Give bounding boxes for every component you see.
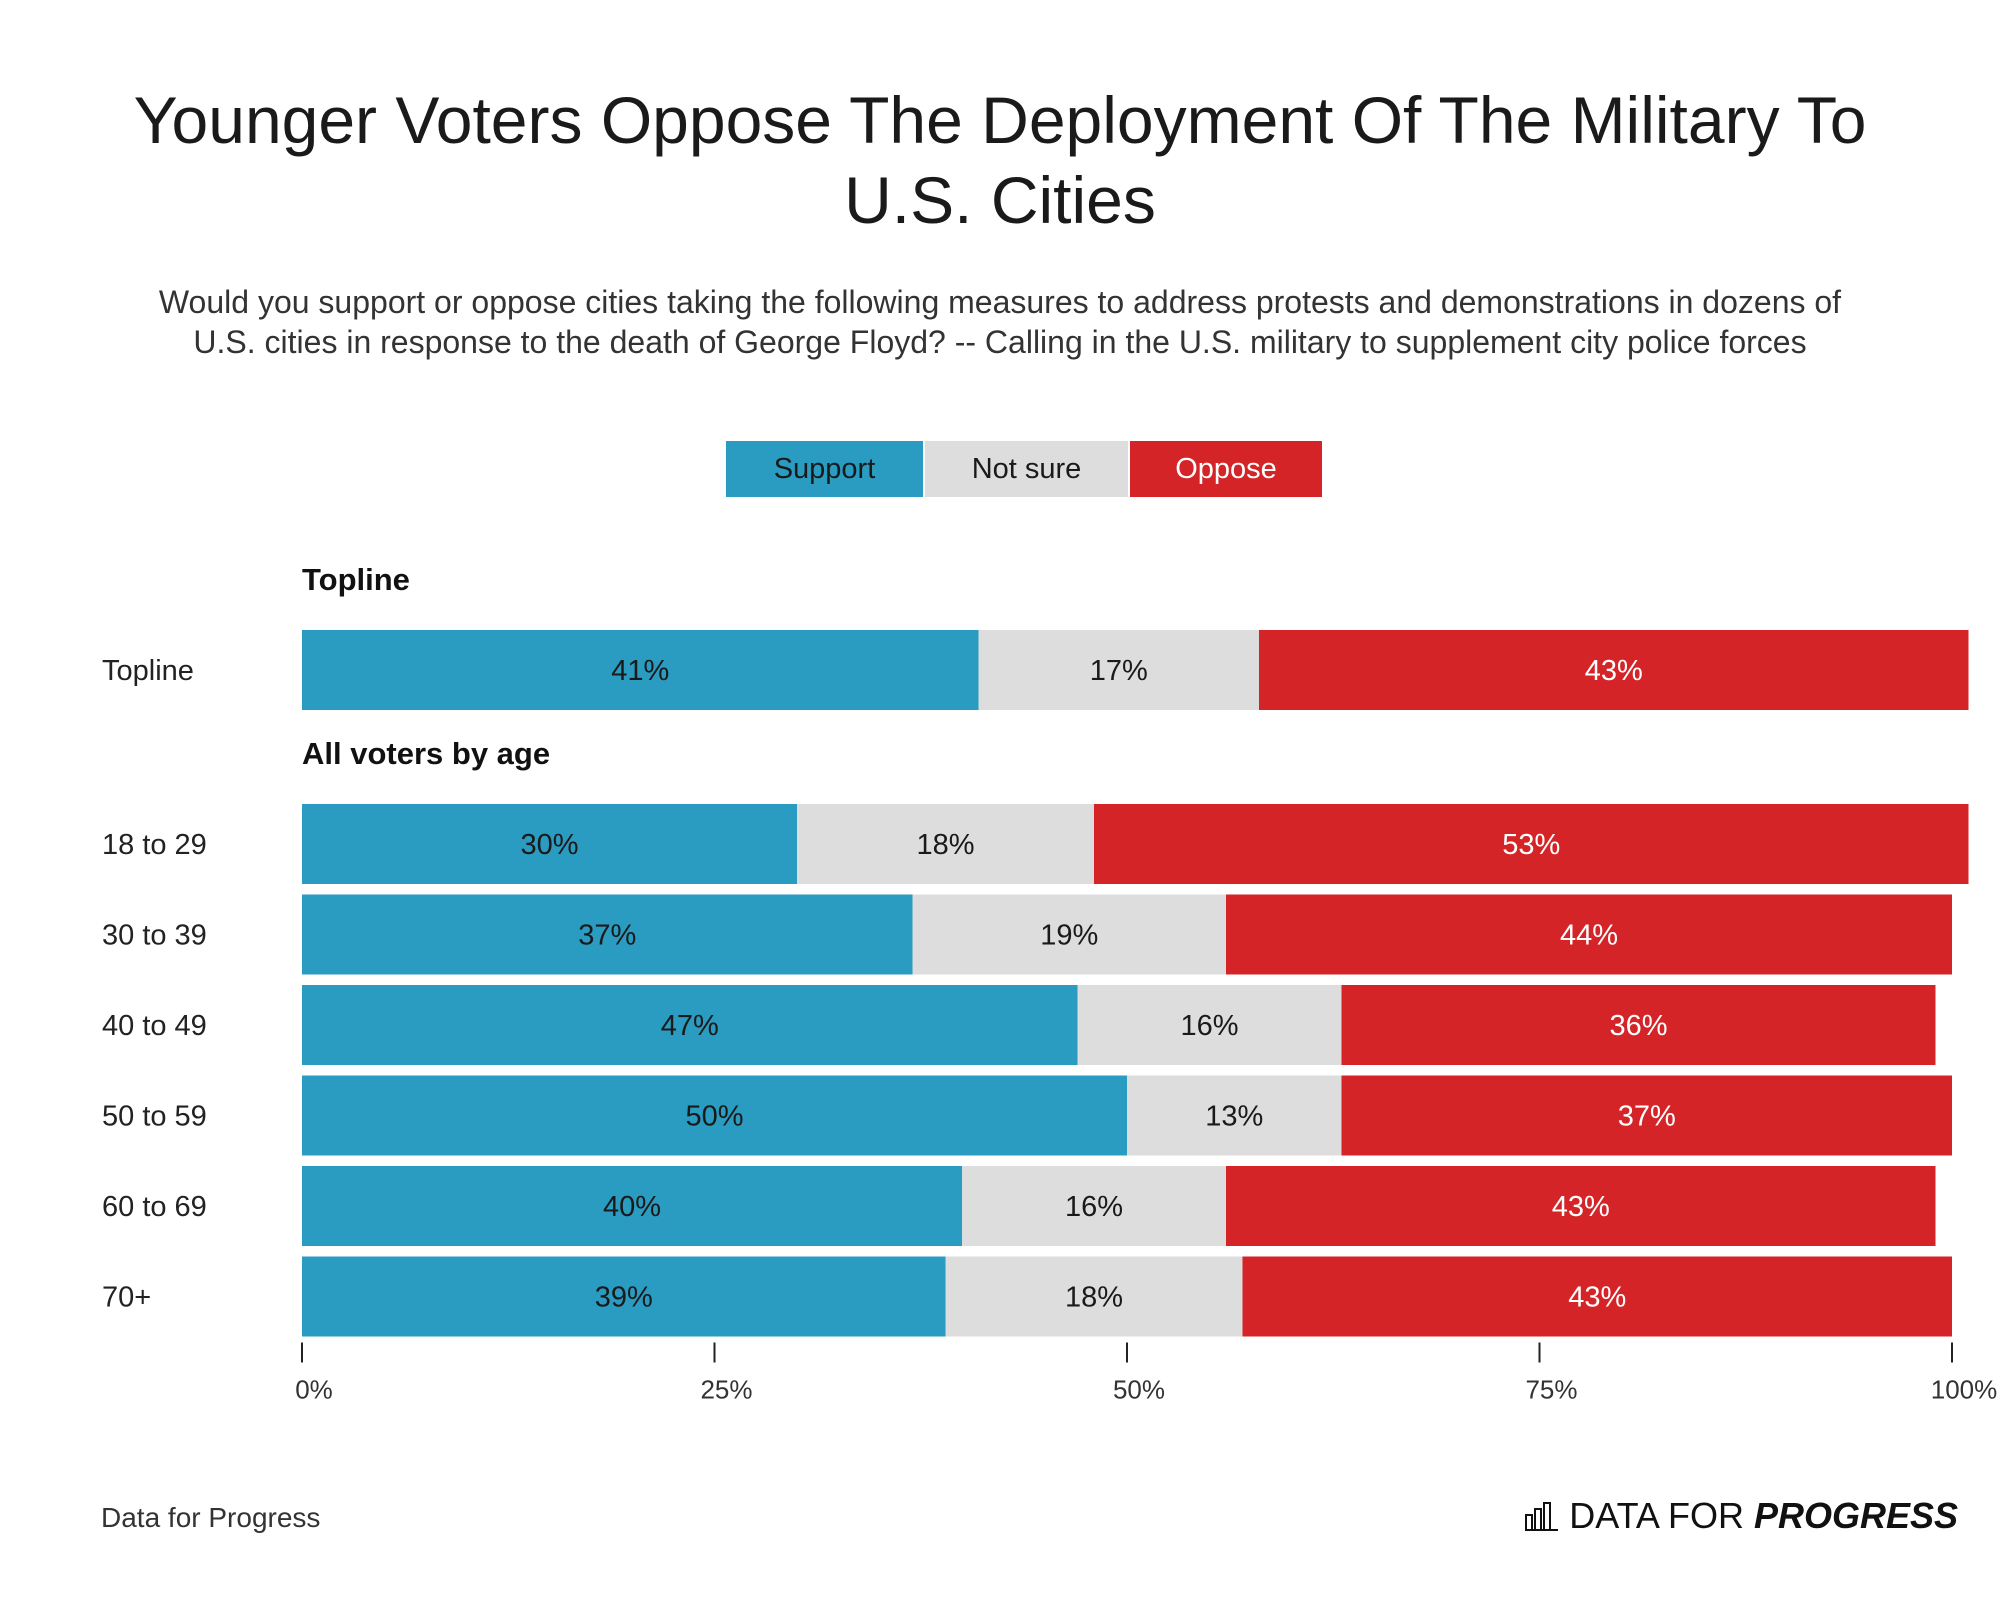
bar-not-sure: [1077, 985, 1342, 1065]
data-label-oppose: 37%: [1618, 1101, 1676, 1133]
data-label-not-sure: 18%: [916, 829, 974, 861]
bar-oppose: [1242, 1256, 1952, 1337]
data-label-support: 47%: [661, 1010, 719, 1042]
x-tick-label: 75%: [1525, 1375, 1577, 1405]
data-label-oppose: 53%: [1502, 829, 1560, 861]
data-label-support: 37%: [578, 920, 636, 952]
bar-not-sure: [978, 630, 1259, 710]
chart-subtitle: Would you support or oppose cities takin…: [158, 284, 1842, 360]
data-label-oppose: 36%: [1609, 1010, 1667, 1042]
row-label: 40 to 49: [102, 1010, 207, 1042]
brand-text-bold: PROGRESS: [1753, 1495, 1958, 1536]
legend-support: Support: [726, 441, 923, 497]
data-label-oppose: 43%: [1585, 655, 1643, 687]
brand-text-light: DATA FOR: [1569, 1495, 1744, 1536]
x-tick-label: 25%: [700, 1375, 752, 1405]
data-label-oppose: 43%: [1568, 1282, 1626, 1314]
row-label: 70+: [102, 1282, 151, 1314]
row-label: 18 to 29: [102, 829, 207, 861]
bar-support: [302, 630, 979, 710]
row-label: 60 to 69: [102, 1191, 207, 1223]
legend-oppose: Oppose: [1130, 441, 1322, 497]
data-label-not-sure: 16%: [1180, 1010, 1238, 1042]
stacked-bar-chart: Topline Topline 41% 17% 43% All voters by age…: [102, 562, 1998, 1405]
data-label-support: 40%: [603, 1191, 661, 1223]
bar-not-sure: [1127, 1075, 1342, 1156]
data-label-not-sure: 13%: [1205, 1101, 1263, 1133]
data-label-oppose: 44%: [1560, 920, 1618, 952]
row-label: Topline: [102, 655, 194, 687]
source-note: Data for Progress: [101, 1502, 321, 1533]
brand-logo: DATA FOR PROGRESS: [1525, 1495, 1958, 1537]
group-heading-0: Topline: [302, 562, 410, 597]
group-heading-1: All voters by age: [302, 736, 550, 771]
bar-oppose: [1226, 894, 1952, 975]
data-label-not-sure: 16%: [1065, 1191, 1123, 1223]
bar-not-sure: [797, 804, 1094, 884]
bar-not-sure: [962, 1166, 1226, 1246]
row-label: 30 to 39: [102, 920, 207, 952]
x-tick-label: 100%: [1931, 1375, 1998, 1405]
bar-oppose: [1094, 804, 1969, 884]
bar-support: [302, 1166, 962, 1246]
bar-support: [302, 985, 1078, 1065]
bar-oppose: [1259, 630, 1969, 710]
bar-not-sure: [945, 1256, 1243, 1337]
data-label-not-sure: 19%: [1040, 920, 1098, 952]
bar-support: [302, 1256, 946, 1337]
data-label-not-sure: 17%: [1090, 655, 1148, 687]
data-label-oppose: 43%: [1552, 1191, 1610, 1223]
bar-oppose: [1341, 985, 1936, 1065]
data-label-support: 30%: [520, 829, 578, 861]
data-label-support: 39%: [595, 1282, 653, 1314]
data-label-support: 41%: [611, 655, 669, 687]
bar-support: [302, 894, 913, 975]
legend: Support Not sure Oppose: [726, 441, 1322, 497]
bar-support: [302, 1075, 1127, 1156]
data-label-support: 50%: [685, 1101, 743, 1133]
bar-oppose: [1226, 1166, 1936, 1246]
bar-chart-logo-icon: [1525, 1502, 1559, 1531]
row-label: 50 to 59: [102, 1101, 207, 1133]
x-tick-label: 0%: [295, 1375, 333, 1405]
data-label-not-sure: 18%: [1065, 1282, 1123, 1314]
bar-oppose: [1341, 1075, 1952, 1156]
legend-not-sure: Not sure: [925, 441, 1128, 497]
chart-title: Younger Voters Oppose The Deployment Of …: [133, 83, 1867, 237]
x-tick-label: 50%: [1113, 1375, 1165, 1405]
bar-support: [302, 804, 797, 884]
bar-not-sure: [912, 894, 1226, 975]
